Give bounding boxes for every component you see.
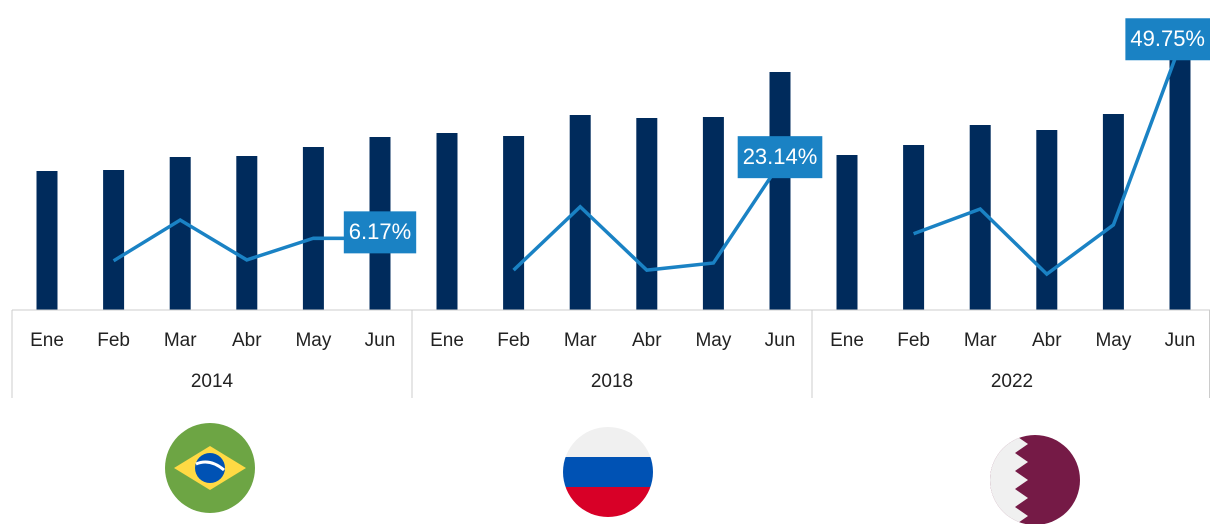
bar [1169, 35, 1191, 310]
data-label: 6.17% [349, 219, 411, 244]
x-tick-label: May [295, 330, 331, 351]
data-label-box [343, 211, 417, 254]
bar [636, 118, 658, 310]
group-label: 2018 [591, 371, 633, 392]
group-label: 2014 [191, 371, 234, 392]
bar [1036, 130, 1058, 310]
bar [436, 133, 458, 310]
bar [569, 115, 591, 310]
x-tick-label: Jun [365, 330, 396, 351]
bar [236, 156, 258, 310]
bar [169, 157, 191, 310]
bar [903, 145, 925, 310]
x-tick-label: May [695, 330, 731, 351]
x-tick-label: Mar [964, 330, 997, 351]
bar [503, 136, 525, 310]
x-tick-label: Abr [632, 330, 662, 351]
bar [969, 125, 991, 310]
x-tick-label: Mar [564, 330, 597, 351]
x-tick-label: Ene [30, 330, 64, 351]
bar [36, 171, 58, 310]
x-tick-label: Feb [97, 330, 130, 351]
bar [836, 155, 858, 310]
x-tick-label: Ene [830, 330, 864, 351]
bar [302, 147, 324, 310]
data-label-box [1125, 18, 1210, 61]
x-tick-label: May [1095, 330, 1131, 351]
x-tick-label: Jun [765, 330, 796, 351]
data-label: 23.14% [743, 144, 818, 169]
data-label: 49.75% [1130, 26, 1205, 51]
x-tick-label: Abr [232, 330, 262, 351]
line [112, 44, 1182, 277]
x-tick-label: Abr [1032, 330, 1062, 351]
x-tick-label: Ene [430, 330, 464, 351]
data-label-box [737, 136, 823, 179]
x-tick-label: Mar [164, 330, 197, 351]
x-tick-label: Feb [897, 330, 930, 351]
bar [1102, 114, 1124, 310]
flag-qatar [990, 435, 1080, 525]
bar [702, 117, 724, 310]
x-tick-label: Feb [497, 330, 530, 351]
flag-russia [563, 427, 653, 517]
bar [769, 72, 791, 310]
group-label: 2022 [991, 371, 1033, 392]
x-tick-label: Jun [1165, 330, 1196, 351]
bar [103, 170, 125, 310]
flag-brazil [165, 423, 255, 513]
